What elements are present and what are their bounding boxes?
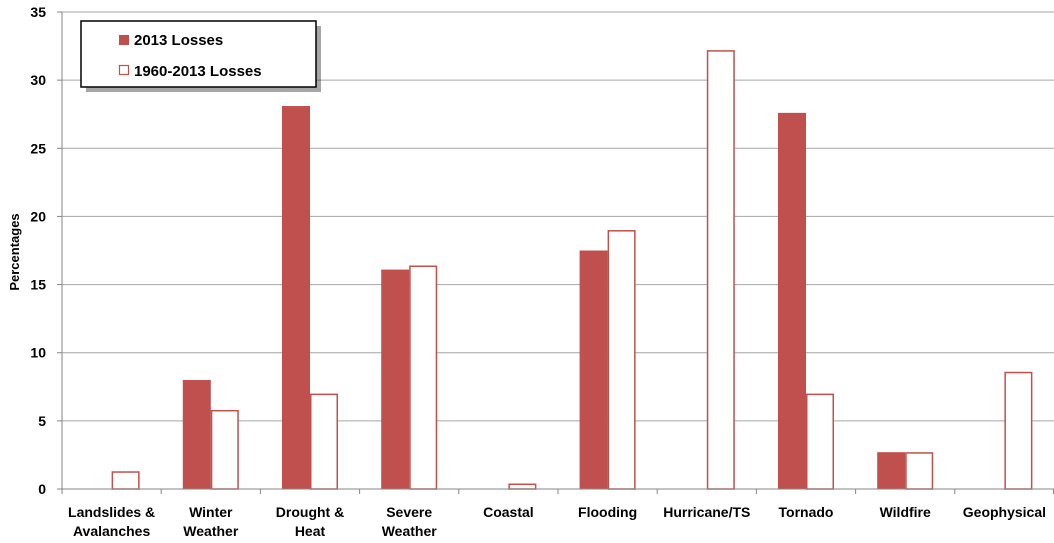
legend-box [80, 20, 317, 88]
y-tick-label: 20 [30, 208, 46, 224]
y-tick-label: 35 [30, 4, 46, 20]
x-category-label: Winter [189, 504, 233, 520]
x-axis-categories: Landslides & Avalanches Winter Weather Droug… [61, 489, 1054, 539]
bar-1960-2013 [706, 50, 735, 490]
y-axis-ticks: 0 5 10 15 20 25 30 35 [30, 4, 63, 497]
legend-label-2013: 2013 Losses [134, 32, 223, 49]
bar-1960-2013 [409, 265, 438, 490]
x-category-label: Geophysical [963, 504, 1046, 520]
y-tick-label: 5 [38, 413, 46, 429]
y-tick-label: 15 [30, 277, 46, 293]
bar-1960-2013 [210, 409, 239, 490]
x-category-label: Drought & [276, 504, 344, 520]
x-category-label: Wildfire [880, 504, 931, 520]
bar-1960-2013 [310, 393, 338, 490]
y-axis-label: Percentages [7, 213, 22, 290]
bar-2013 [877, 452, 906, 489]
x-category-label: Landslides & [68, 504, 155, 520]
x-category-label: Severe [386, 504, 432, 520]
bar-2013 [282, 106, 310, 489]
x-category-label: Hurricane/TS [663, 504, 750, 520]
bar-1960-2013 [111, 471, 140, 490]
x-category-label: Tornado [779, 504, 834, 520]
x-category-label: Flooding [578, 504, 637, 520]
legend-label-1960-2013: 1960-2013 Losses [134, 63, 262, 80]
x-category-label: Heat [295, 523, 326, 539]
y-tick-label: 25 [30, 140, 46, 156]
bars [111, 50, 1033, 490]
bar-1960-2013 [1004, 371, 1033, 490]
legend: 2013 Losses 1960-2013 Losses [80, 20, 321, 92]
legend-swatch-1960-2013 [118, 64, 130, 76]
x-category-label: Coastal [483, 504, 534, 520]
x-category-label: Avalanches [73, 523, 151, 539]
bar-1960-2013 [905, 452, 934, 490]
bar-2013 [182, 379, 211, 489]
bar-1960-2013 [607, 230, 636, 490]
bar-2013 [381, 269, 410, 489]
x-category-label: Weather [183, 523, 239, 539]
y-tick-label: 0 [38, 481, 46, 497]
bar-1960-2013 [806, 393, 834, 490]
y-tick-label: 30 [30, 72, 46, 88]
legend-swatch-2013 [119, 35, 129, 45]
bar-2013 [778, 112, 806, 489]
bar-1960-2013 [508, 483, 537, 490]
x-category-label: Weather [382, 523, 438, 539]
y-tick-label: 10 [30, 345, 46, 361]
bar-2013 [579, 250, 608, 489]
